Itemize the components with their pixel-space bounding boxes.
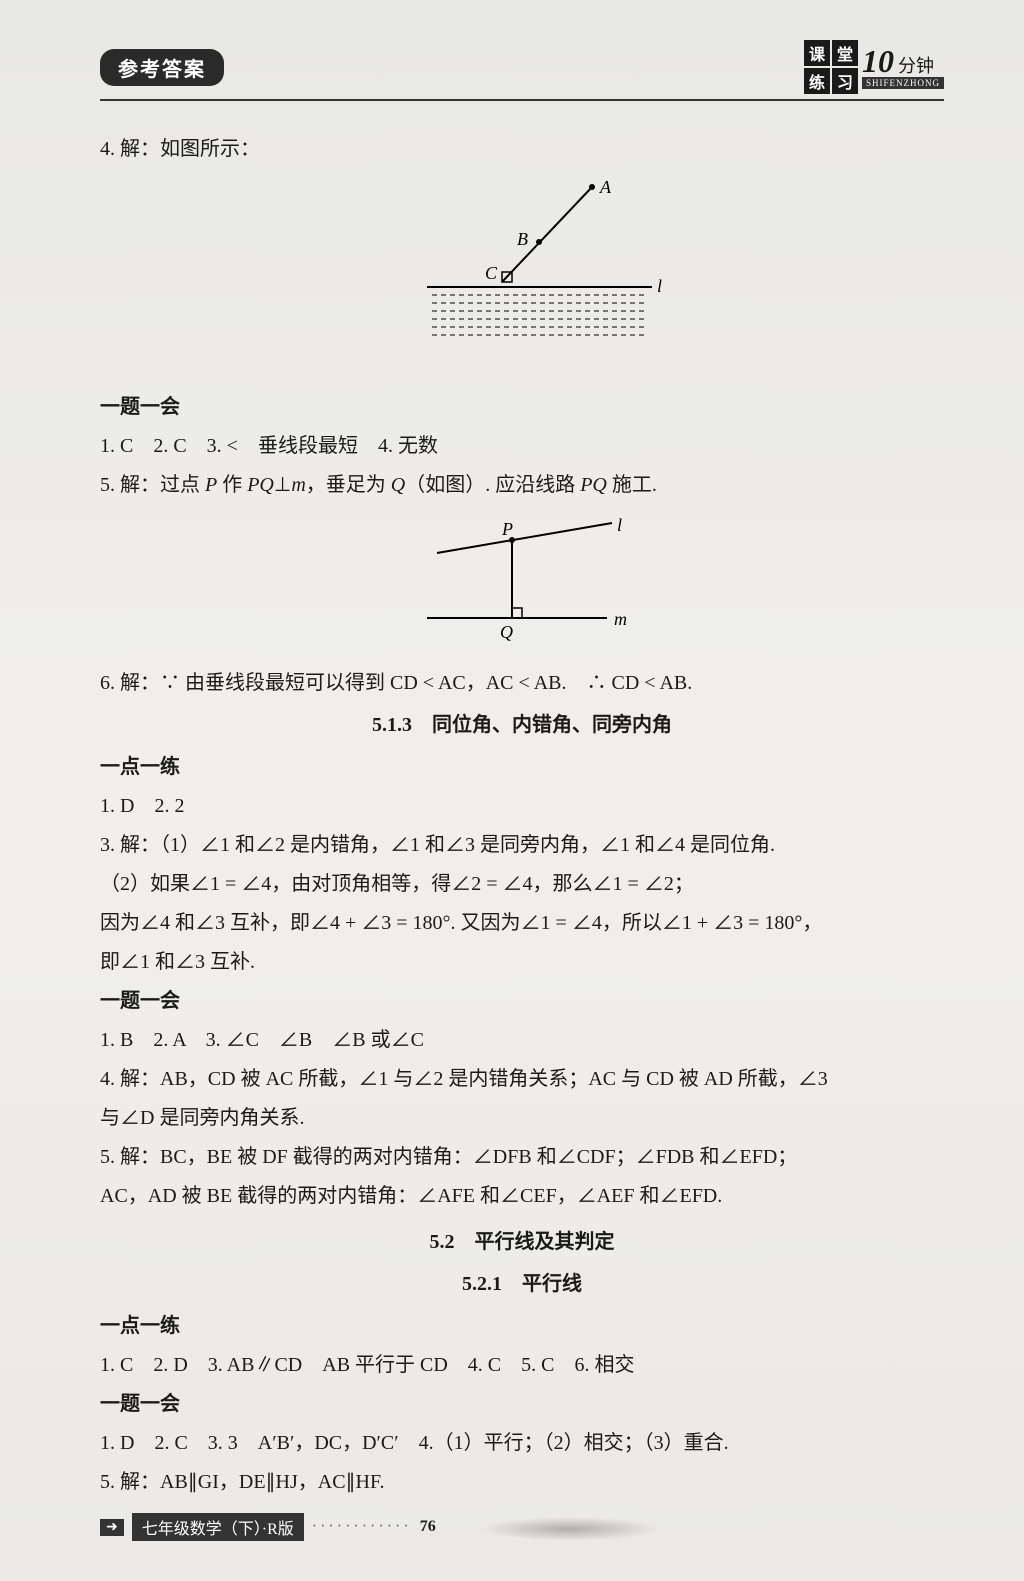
answer-line: （2）如果∠1 = ∠4，由对顶角相等，得∠2 = ∠4，那么∠1 = ∠2； [100,866,944,902]
answer-line: 6. 解：∵ 由垂线段最短可以得到 CD < AC，AC < AB. ∴ CD … [100,665,944,701]
answer-line: 1. C 2. C 3. < 垂线段最短 4. 无数 [100,428,944,464]
answer-line: 即∠1 和∠3 互补. [100,944,944,980]
answer-line: 5. 解：过点 P 作 PQ⊥m，垂足为 Q（如图）. 应沿线路 PQ 施工. [100,467,944,503]
diagram-2: l P m Q [100,513,944,655]
answer-badge: 参考答案 [100,49,224,86]
footer-shadow [480,1517,660,1541]
brand-logo: 课 堂 练 习 10 分钟 SHIFENZHONG [804,40,944,94]
label-c: C [485,263,498,283]
section-header: 一题一会 [100,983,944,1019]
section-title: 5.2 平行线及其判定 [100,1224,944,1260]
figure-abc: A B C l [372,177,672,367]
label-l: l [657,276,662,296]
logo-pinyin: SHIFENZHONG [862,77,944,89]
logo-unit: 分钟 [898,56,934,76]
section-header: 一题一会 [100,389,944,425]
answer-line: 1. D 2. 2 [100,788,944,824]
footer-dots: ············ [312,1518,412,1536]
logo-grid: 课 堂 练 习 [804,40,858,94]
logo-text: 10 分钟 SHIFENZHONG [862,45,944,89]
page-footer: ➜ 七年级数学（下）·R版 ············ 76 [100,1513,944,1541]
answer-line: 与∠D 是同旁内角关系. [100,1100,944,1136]
page-header: 参考答案 课 堂 练 习 10 分钟 SHIFENZHONG [100,40,944,101]
section-header: 一题一会 [100,1386,944,1422]
answer-line: 1. B 2. A 3. ∠C ∠B ∠B 或∠C [100,1022,944,1058]
label-a: A [599,177,612,197]
label-l: l [617,515,622,535]
answer-line: 3. 解：（1）∠1 和∠2 是内错角，∠1 和∠3 是同旁内角，∠1 和∠4 … [100,827,944,863]
answer-line: 5. 解：BC，BE 被 DF 截得的两对内错角：∠DFB 和∠CDF；∠FDB… [100,1139,944,1175]
logo-char: 习 [832,68,858,94]
answer-line: 1. C 2. D 3. AB∥CD AB 平行于 CD 4. C 5. C 6… [100,1347,944,1383]
answer-line: 5. 解：AB∥GI，DE∥HJ，AC∥HF. [100,1464,944,1500]
section-subtitle: 5.2.1 平行线 [100,1266,944,1302]
label-p: P [501,519,513,539]
footer-arrow-icon: ➜ [100,1519,124,1536]
answer-line: AC，AD 被 BE 截得的两对内错角：∠AFE 和∠CEF，∠AEF 和∠EF… [100,1178,944,1214]
answer-line: 4. 解：AB，CD 被 AC 所截，∠1 与∠2 是内错角关系；AC 与 CD… [100,1061,944,1097]
label-q: Q [500,622,513,642]
section-header: 一点一练 [100,1308,944,1344]
answer-line: 因为∠4 和∠3 互补，即∠4 + ∠3 = 180°. 又因为∠1 = ∠4，… [100,905,944,941]
section-header: 一点一练 [100,749,944,785]
diagram-1: A B C l [100,177,944,379]
figure-pq: l P m Q [382,513,662,643]
footer-book-label: 七年级数学（下）·R版 [132,1513,304,1541]
main-content: 4. 解：如图所示： A B C l 一题一会 1. C 2. C 3. < 垂… [100,131,944,1500]
logo-number: 10 [862,43,894,79]
section-title: 5.1.3 同位角、内错角、同旁内角 [100,707,944,743]
question-4: 4. 解：如图所示： [100,131,944,167]
page-number: 76 [420,1518,436,1536]
answer-line: 1. D 2. C 3. 3 A′B′，DC，D′C′ 4.（1）平行；（2）相… [100,1425,944,1461]
logo-char: 堂 [832,40,858,66]
label-m: m [614,609,627,629]
logo-char: 课 [804,40,830,66]
label-b: B [517,229,528,249]
logo-char: 练 [804,68,830,94]
